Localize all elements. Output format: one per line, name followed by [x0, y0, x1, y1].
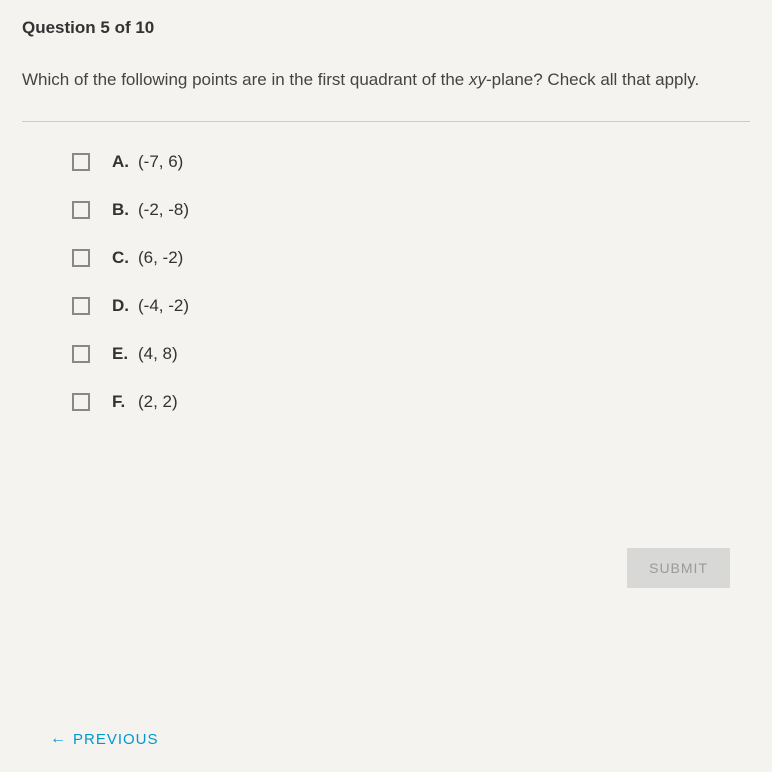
answer-row: E. (4, 8)	[72, 344, 750, 364]
question-text-italic: xy	[469, 70, 486, 89]
submit-button[interactable]: SUBMIT	[627, 548, 730, 588]
divider	[22, 121, 750, 122]
checkbox-e[interactable]	[72, 345, 90, 363]
answer-value: (-4, -2)	[138, 296, 189, 316]
answer-row: A. (-7, 6)	[72, 152, 750, 172]
answer-letter: A.	[112, 152, 132, 172]
answer-value: (-2, -8)	[138, 200, 189, 220]
previous-button[interactable]: ← PREVIOUS	[50, 730, 159, 748]
previous-label: PREVIOUS	[73, 731, 159, 748]
answer-letter: D.	[112, 296, 132, 316]
answer-letter: B.	[112, 200, 132, 220]
checkbox-d[interactable]	[72, 297, 90, 315]
answer-row: D. (-4, -2)	[72, 296, 750, 316]
answer-value: (6, -2)	[138, 248, 183, 268]
question-text-part2: -plane? Check all that apply.	[486, 70, 699, 89]
question-counter: Question 5 of 10	[22, 18, 750, 38]
answer-row: C. (6, -2)	[72, 248, 750, 268]
answer-value: (2, 2)	[138, 392, 178, 412]
answer-letter: F.	[112, 392, 132, 412]
answer-row: B. (-2, -8)	[72, 200, 750, 220]
answer-letter: E.	[112, 344, 132, 364]
answer-value: (4, 8)	[138, 344, 178, 364]
checkbox-f[interactable]	[72, 393, 90, 411]
answers-list: A. (-7, 6) B. (-2, -8) C. (6, -2) D. (-4…	[22, 152, 750, 412]
checkbox-b[interactable]	[72, 201, 90, 219]
question-prompt: Which of the following points are in the…	[22, 66, 750, 93]
question-text-part1: Which of the following points are in the…	[22, 70, 469, 89]
answer-letter: C.	[112, 248, 132, 268]
answer-value: (-7, 6)	[138, 152, 183, 172]
answer-row: F. (2, 2)	[72, 392, 750, 412]
checkbox-a[interactable]	[72, 153, 90, 171]
checkbox-c[interactable]	[72, 249, 90, 267]
arrow-left-icon: ←	[50, 730, 67, 748]
